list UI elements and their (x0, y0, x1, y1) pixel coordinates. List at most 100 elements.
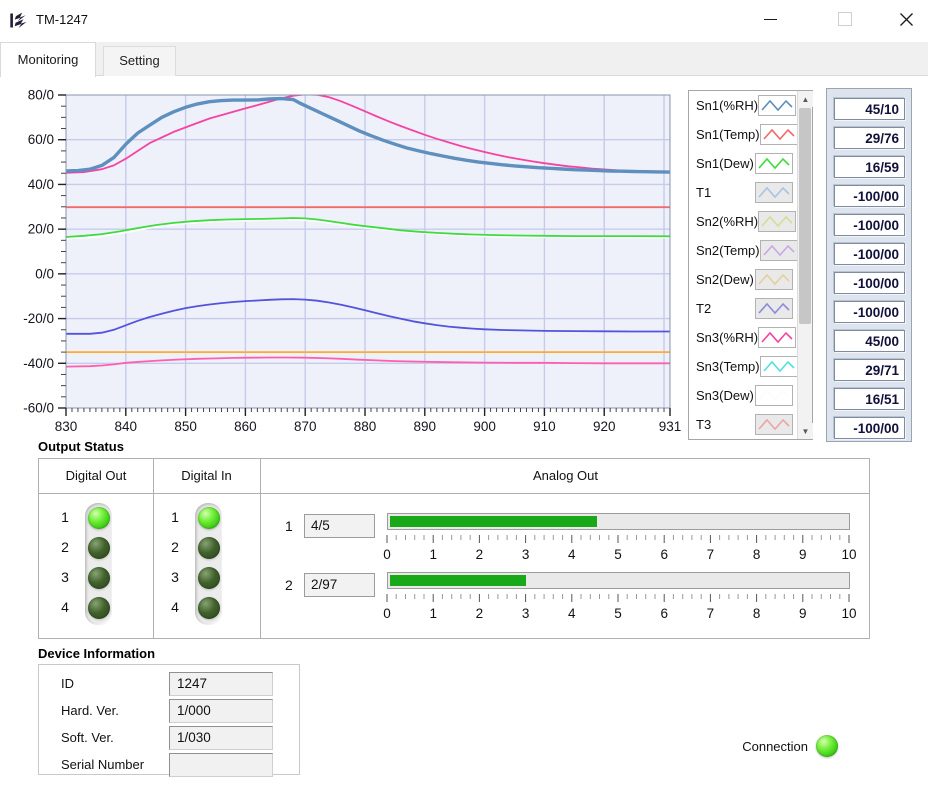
scroll-up-icon[interactable]: ▲ (798, 91, 813, 107)
svg-text:7: 7 (707, 547, 715, 562)
digital-out-channel-number: 3 (61, 569, 69, 585)
analog-bar-fill (390, 516, 597, 527)
value-box-10: 29/71 (834, 359, 905, 381)
svg-text:1: 1 (429, 547, 437, 562)
value-box-11: 16/51 (834, 388, 905, 410)
digital-in-led-1 (197, 507, 220, 529)
tab-monitoring[interactable]: Monitoring (0, 42, 96, 77)
svg-text:3: 3 (522, 606, 530, 621)
digital-out-channel-number: 1 (61, 509, 69, 525)
svg-text:10: 10 (841, 606, 856, 621)
close-icon (899, 12, 913, 26)
svg-text:8: 8 (753, 606, 761, 621)
series-sn3-rh (66, 95, 670, 174)
legend-item-label: Sn3(Dew) (696, 388, 754, 403)
legend-item-label: Sn2(Dew) (696, 272, 754, 287)
maximize-button[interactable] (823, 4, 867, 34)
svg-text:850: 850 (174, 419, 197, 434)
plot-style-icon[interactable] (758, 211, 797, 232)
legend-item-sn3-dew: Sn3(Dew) (689, 381, 797, 410)
svg-text:890: 890 (414, 419, 437, 434)
svg-text:40/0: 40/0 (28, 177, 54, 192)
plot-style-icon[interactable] (759, 240, 798, 261)
value-box-6: -100/00 (834, 243, 905, 265)
plot-style-icon[interactable] (755, 269, 793, 290)
device-hard-ver-label: Hard. Ver. (61, 703, 119, 718)
digital-in-led-4 (197, 597, 220, 619)
svg-text:910: 910 (533, 419, 556, 434)
analog-channel-1-scale: 0 1 2 3 4 5 6 7 8 9 10 (383, 535, 857, 562)
value-box-1: 45/10 (834, 98, 905, 120)
connection-label: Connection (742, 739, 808, 754)
device-soft-ver-field: 1/030 (169, 726, 273, 750)
series-sn3-dew (66, 218, 670, 240)
legend-item-sn3-temp: Sn3(Temp) (689, 352, 798, 381)
legend-item-label: Sn1(Dew) (696, 156, 754, 171)
legend-item-sn2-rh: Sn2(%RH) (689, 207, 797, 236)
svg-text:-60/0: -60/0 (23, 401, 54, 416)
output-status-table: Digital Out Digital In Analog Out 1 2 3 4 1… (38, 458, 870, 639)
analog-channel-2-number: 2 (285, 577, 293, 593)
legend-item-sn1-temp: Sn1(Temp) (689, 120, 798, 149)
trend-chart[interactable]: 830 840 850 860 870 880 890 900 910 920 931 80/0 60/… (0, 86, 690, 438)
plot-style-icon[interactable] (755, 298, 793, 319)
value-box-12: -100/00 (834, 417, 905, 439)
series-sn1-rh (66, 96, 670, 174)
tab-setting[interactable]: Setting (103, 46, 176, 76)
svg-text:80/0: 80/0 (28, 88, 54, 103)
legend-item-label: T2 (696, 301, 712, 316)
svg-text:1: 1 (429, 606, 437, 621)
scrollbar-thumb[interactable] (799, 108, 811, 324)
legend-item-sn1-rh: Sn1(%RH) (689, 91, 797, 120)
legend-item-label: Sn1(%RH) (696, 98, 759, 113)
plot-style-icon[interactable] (755, 414, 793, 435)
series-sn1-dew (66, 217, 670, 238)
plot-style-icon[interactable] (755, 153, 793, 174)
svg-text:0/0: 0/0 (35, 266, 54, 281)
digital-in-led-2 (197, 537, 220, 559)
svg-text:0: 0 (383, 606, 391, 621)
digital-out-channel-number: 4 (61, 599, 69, 615)
analog-channel-1-value[interactable]: 4/5 (304, 514, 375, 538)
legend-item-t3: T3 (689, 410, 797, 439)
analog-bar-fill (390, 575, 526, 586)
plot-style-icon[interactable] (755, 385, 793, 406)
svg-text:4: 4 (568, 547, 576, 562)
svg-text:900: 900 (473, 419, 496, 434)
svg-text:3: 3 (522, 547, 530, 562)
digital-in-channel-number: 1 (171, 509, 179, 525)
title-bar: TM-1247 (0, 0, 928, 41)
close-button[interactable] (884, 4, 928, 34)
device-info-panel: ID 1247 Hard. Ver. 1/000 Soft. Ver. 1/030 Seri… (38, 664, 300, 777)
svg-text:870: 870 (294, 419, 317, 434)
svg-text:5: 5 (614, 547, 622, 562)
analog-channel-2-scale: 0 1 2 3 4 5 6 7 8 9 10 (383, 594, 857, 621)
legend-item-t2: T2 (689, 294, 797, 323)
analog-channel-2-value[interactable]: 2/97 (304, 573, 375, 597)
value-box-5: -100/00 (834, 214, 905, 236)
digital-in-channel-number: 3 (171, 569, 179, 585)
plot-style-icon[interactable] (758, 95, 797, 116)
plot-style-icon[interactable] (758, 327, 797, 348)
plot-style-icon[interactable] (755, 182, 793, 203)
scroll-down-icon[interactable]: ▼ (798, 423, 813, 439)
device-serial-number-field (169, 753, 273, 777)
output-status-title: Output Status (38, 439, 124, 454)
legend-scrollbar[interactable]: ▲ ▼ (797, 91, 813, 439)
svg-text:840: 840 (115, 419, 138, 434)
digital-out-channel-number: 2 (61, 539, 69, 555)
app-logo-icon (10, 12, 27, 28)
digital-in-led-3 (197, 567, 220, 589)
minimize-button[interactable] (748, 4, 792, 34)
device-hard-ver-field: 1/000 (169, 699, 273, 723)
svg-text:5: 5 (614, 606, 622, 621)
digital-in-channel-number: 2 (171, 539, 179, 555)
device-id-label: ID (61, 676, 74, 691)
svg-text:0: 0 (383, 547, 391, 562)
column-divider (153, 459, 154, 638)
plot-style-icon[interactable] (759, 124, 798, 145)
value-box-7: -100/00 (834, 272, 905, 294)
value-box-8: -100/00 (834, 301, 905, 323)
plot-style-icon[interactable] (759, 356, 798, 377)
